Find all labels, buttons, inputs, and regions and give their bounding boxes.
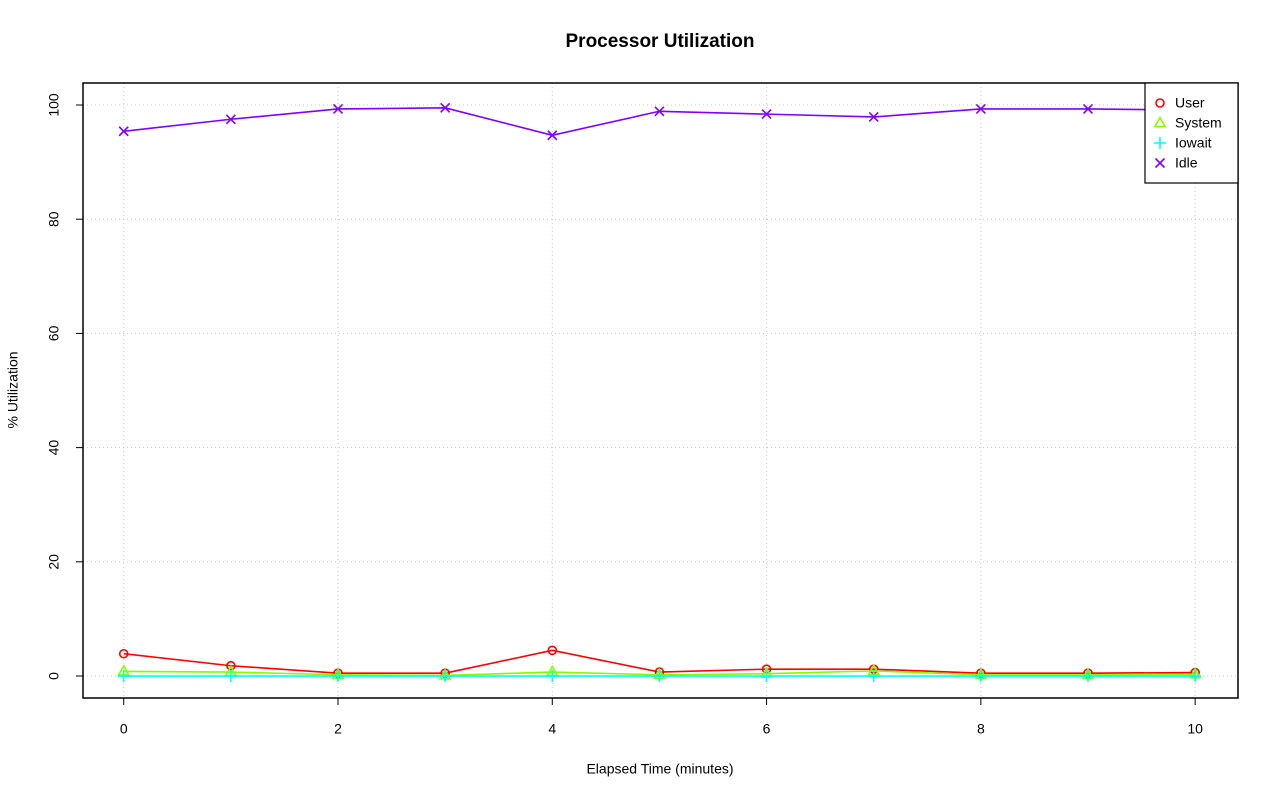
y-tick-label: 60: [46, 325, 62, 341]
legend-label: Idle: [1175, 155, 1198, 171]
legend-label: User: [1175, 95, 1205, 111]
x-tick-label: 2: [334, 721, 342, 737]
marker: [761, 109, 772, 120]
y-tick-label: 80: [46, 211, 62, 227]
marker: [653, 670, 666, 683]
y-tick-label: 0: [46, 672, 62, 680]
x-tick-label: 0: [120, 721, 128, 737]
marker: [974, 670, 987, 683]
legend-label: Iowait: [1175, 135, 1212, 151]
legend-marker: [1155, 98, 1165, 108]
marker: [975, 103, 986, 115]
marker: [546, 670, 559, 683]
marker: [440, 102, 451, 113]
marker: [224, 670, 237, 683]
marker: [225, 114, 236, 125]
legend: User System Iowait Idle: [1144, 82, 1239, 184]
marker: [117, 670, 130, 683]
marker: [1082, 670, 1094, 683]
marker: [654, 106, 665, 117]
chart-title: Processor Utilization: [566, 31, 755, 52]
x-tick-label: 8: [977, 721, 985, 737]
legend-marker: [1154, 137, 1166, 149]
marker: [332, 103, 344, 115]
marker: [118, 126, 129, 137]
marker: [226, 660, 236, 671]
marker: [867, 670, 880, 683]
marker: [118, 648, 129, 659]
marker: [439, 670, 452, 683]
marker: [760, 670, 773, 683]
legend-marker: [1154, 157, 1166, 169]
marker: [1082, 103, 1094, 115]
x-tick-label: 10: [1187, 721, 1203, 737]
marker: [332, 670, 344, 683]
x-axis-label: Elapsed Time (minutes): [586, 761, 733, 777]
x-tick-label: 4: [548, 721, 556, 737]
legend-marker: [1153, 115, 1167, 128]
y-tick-label: 100: [46, 93, 62, 117]
marker: [547, 645, 558, 656]
y-axis-label: % Utilization: [5, 351, 21, 428]
marker: [1189, 670, 1202, 683]
y-tick-label: 20: [46, 554, 62, 570]
marker: [547, 130, 558, 141]
legend-label: System: [1175, 115, 1222, 131]
marker: [868, 111, 879, 123]
x-tick-label: 6: [763, 721, 771, 737]
plot-frame: [82, 82, 1239, 699]
y-tick-label: 40: [46, 440, 62, 456]
